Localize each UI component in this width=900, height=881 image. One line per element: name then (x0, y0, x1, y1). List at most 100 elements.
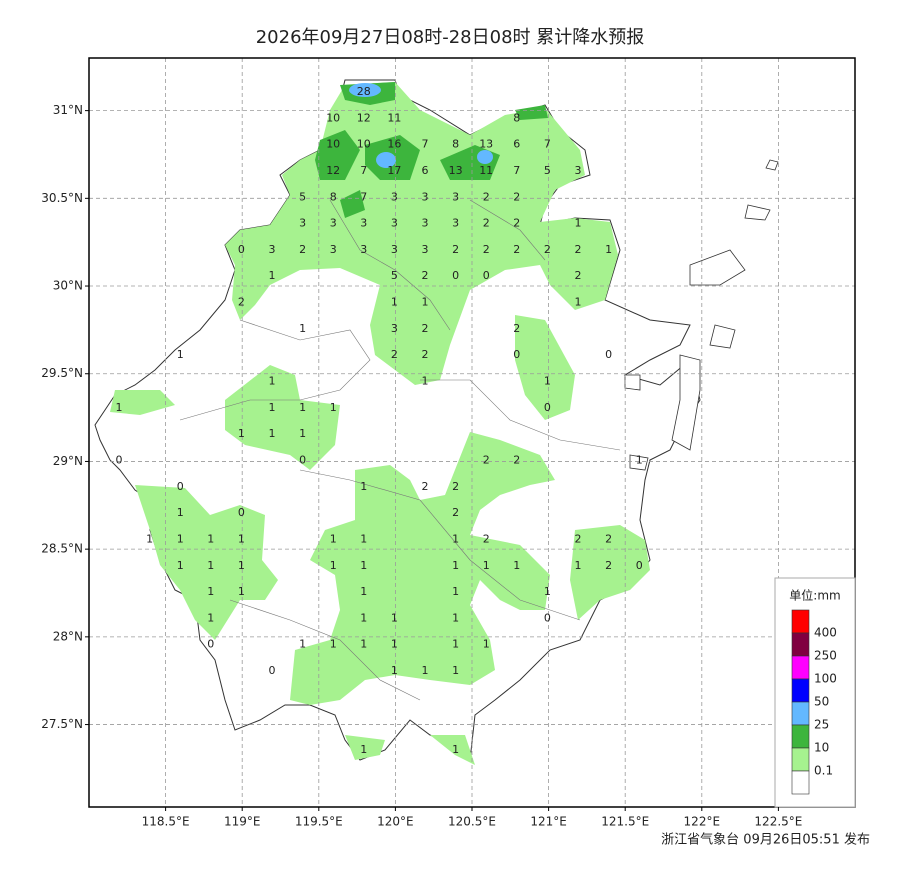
station-value: 8 (513, 111, 520, 124)
station-value: 1 (575, 559, 582, 572)
station-value: 0 (544, 611, 551, 624)
rain-area-heavy (376, 152, 396, 168)
station-value: 1 (360, 743, 367, 756)
station-value: 2 (575, 243, 582, 256)
station-value: 2 (575, 532, 582, 545)
station-value: 16 (387, 138, 401, 151)
map-layer (94, 79, 779, 765)
station-value: 1 (422, 375, 429, 388)
y-tick-label: 30°N (53, 279, 83, 293)
station-value: 3 (391, 322, 398, 335)
legend-swatch (791, 678, 810, 703)
station-value: 1 (269, 427, 276, 440)
station-value: 6 (422, 164, 429, 177)
map-title: 2026年09月27日08时-28日08时 累计降水预报 (256, 27, 645, 48)
station-value: 1 (269, 401, 276, 414)
station-value: 28 (357, 85, 371, 98)
station-value: 3 (360, 243, 367, 256)
station-value: 7 (544, 138, 551, 151)
y-tick-label: 28°N (53, 629, 83, 643)
island (624, 159, 779, 471)
rain-area-light (225, 365, 340, 470)
station-value: 5 (299, 190, 306, 203)
station-value: 7 (360, 164, 367, 177)
station-value: 11 (387, 111, 401, 124)
station-value: 3 (422, 243, 429, 256)
rain-area-light (345, 735, 385, 760)
station-value: 2 (422, 269, 429, 282)
station-value: 2 (483, 190, 490, 203)
station-value: 1 (269, 375, 276, 388)
legend-label: 400 (814, 626, 837, 640)
station-value: 2 (452, 243, 459, 256)
station-value: 13 (449, 164, 463, 177)
station-value: 1 (422, 296, 429, 309)
station-value: 1 (238, 585, 245, 598)
station-value: 1 (207, 532, 214, 545)
station-value: 0 (269, 664, 276, 677)
y-tick-label: 31°N (53, 103, 83, 117)
legend-title: 单位:mm (789, 588, 840, 603)
station-value: 3 (391, 243, 398, 256)
station-value: 1 (391, 296, 398, 309)
station-value: 1 (636, 453, 643, 466)
station-value: 2 (452, 480, 459, 493)
station-value: 2 (513, 453, 520, 466)
station-value: 1 (452, 611, 459, 624)
station-value: 1 (330, 559, 337, 572)
station-value: 0 (238, 506, 245, 519)
station-value: 1 (299, 638, 306, 651)
station-value: 0 (238, 243, 245, 256)
station-value: 2 (391, 348, 398, 361)
station-value: 2 (422, 348, 429, 361)
legend: 单位:mm 400 250 100 50 25 10 0.1 (774, 577, 856, 808)
station-value: 11 (479, 164, 493, 177)
station-value: 2 (605, 532, 612, 545)
station-value: 2 (452, 506, 459, 519)
legend-swatch (791, 770, 810, 795)
x-tick-label: 121.5°E (601, 815, 649, 829)
station-value: 3 (299, 217, 306, 230)
station-value: 0 (116, 453, 123, 466)
y-tick-label: 27.5°N (41, 717, 83, 731)
station-value: 2 (575, 269, 582, 282)
station-value: 1 (299, 401, 306, 414)
station-value: 1 (299, 427, 306, 440)
station-value: 3 (422, 217, 429, 230)
station-value: 1 (391, 611, 398, 624)
footer: 浙江省气象台 09月26日05:51 发布 (661, 832, 870, 848)
x-tick-label: 121°E (530, 815, 567, 829)
station-value: 1 (177, 532, 184, 545)
station-value: 3 (452, 190, 459, 203)
y-tick-label: 28.5°N (41, 542, 83, 556)
station-value: 1 (238, 427, 245, 440)
station-value: 12 (326, 164, 340, 177)
station-value: 1 (360, 611, 367, 624)
station-value: 1 (544, 585, 551, 598)
legend-label: 50 (814, 695, 829, 709)
x-tick-label: 120.5°E (448, 815, 496, 829)
station-value: 12 (357, 111, 371, 124)
x-tick-label: 122°E (684, 815, 721, 829)
station-value: 10 (357, 138, 371, 151)
rain-area-moderate (340, 190, 365, 218)
station-value: 1 (207, 585, 214, 598)
station-value: 0 (177, 480, 184, 493)
station-value: 0 (207, 638, 214, 651)
legend-label: 10 (814, 741, 829, 755)
station-value: 7 (360, 190, 367, 203)
station-value: 1 (544, 375, 551, 388)
station-value: 2 (422, 322, 429, 335)
station-value: 1 (146, 532, 153, 545)
station-value: 1 (360, 532, 367, 545)
station-value: 2 (605, 559, 612, 572)
station-value: 1 (452, 664, 459, 677)
rain-area-moderate (515, 105, 548, 120)
station-value: 1 (513, 559, 520, 572)
station-value: 2 (483, 243, 490, 256)
rain-area-moderate (315, 130, 360, 180)
station-value: 3 (330, 243, 337, 256)
station-value: 1 (116, 401, 123, 414)
station-value: 1 (330, 532, 337, 545)
